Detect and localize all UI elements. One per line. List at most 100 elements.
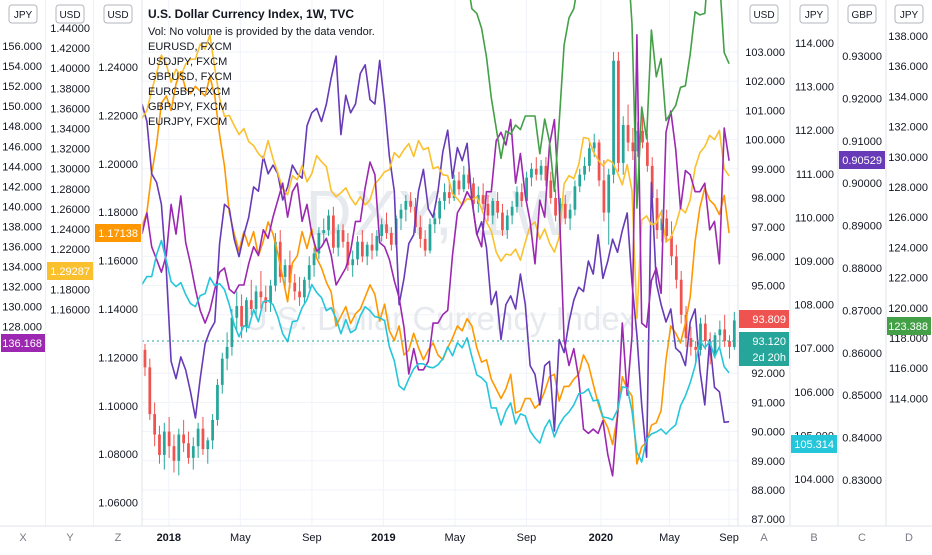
price-tick-label: 91.000 bbox=[751, 397, 785, 409]
candle-body bbox=[380, 224, 384, 236]
candle-body bbox=[723, 329, 727, 342]
price-tick-label: 1.40000 bbox=[50, 63, 90, 75]
price-scale-d[interactable]: JPY 138.000 136.000 134.000 132.000 130.000 12… bbox=[885, 0, 932, 544]
price-tick-label: 150.000 bbox=[2, 101, 42, 113]
candle-body bbox=[534, 168, 538, 175]
candle-body bbox=[728, 341, 731, 347]
candle-body bbox=[235, 306, 239, 318]
candle-body bbox=[443, 192, 446, 201]
candle-body bbox=[592, 142, 596, 149]
price-tick-label: 146.000 bbox=[2, 141, 42, 153]
price-tick-label: 1.22000 bbox=[98, 110, 138, 122]
series-line-gbpjpy bbox=[469, 0, 730, 209]
price-tick-label: 1.30000 bbox=[50, 164, 90, 176]
price-tick-label: 1.18000 bbox=[50, 284, 90, 296]
price-scale-c[interactable]: GBP 0.93000 0.92000 0.91000 0.90000 0.89000 0.… bbox=[837, 0, 886, 544]
candle-body bbox=[515, 192, 519, 207]
time-tick-label: Sep bbox=[302, 532, 322, 544]
candle-body bbox=[201, 428, 205, 450]
scale-letter: A bbox=[760, 532, 768, 544]
price-badge-label: 123.388 bbox=[888, 321, 928, 333]
candle-body bbox=[457, 180, 461, 190]
candle-body bbox=[631, 142, 635, 152]
candle-body bbox=[544, 165, 548, 181]
currency-unit-button[interactable] bbox=[799, 4, 829, 24]
price-tick-label: 132.000 bbox=[888, 122, 928, 134]
price-badge-label: 1.17138 bbox=[98, 228, 138, 240]
price-tick-label: 1.42000 bbox=[50, 43, 90, 55]
price-badge-label: 2d 20h bbox=[752, 352, 786, 364]
series-lines bbox=[141, 0, 730, 477]
candle-body bbox=[660, 218, 664, 231]
price-tick-label: 0.87000 bbox=[842, 305, 882, 317]
price-tick-label: 96.000 bbox=[751, 251, 785, 263]
price-scale-b[interactable]: JPY 114.000 113.000 112.000 111.000 110.000 10… bbox=[789, 0, 838, 544]
candle-body bbox=[501, 212, 504, 231]
currency-unit-label: JPY bbox=[805, 10, 824, 21]
price-tick-label: 114.000 bbox=[889, 393, 928, 405]
price-scale-x[interactable]: JPY 156.000 154.000 152.000 150.000 148.000 14… bbox=[0, 0, 47, 544]
candle-body bbox=[563, 203, 567, 219]
price-tick-label: 1.06000 bbox=[98, 498, 138, 510]
price-tick-label: 1.26000 bbox=[50, 204, 90, 216]
currency-unit-button[interactable] bbox=[847, 4, 877, 24]
price-tick-label: 90.000 bbox=[751, 427, 785, 439]
candle-body bbox=[530, 168, 533, 178]
price-scale-a[interactable]: USD 103.000 102.000 101.000 100.000 99.000 98.… bbox=[737, 0, 790, 544]
price-badge bbox=[839, 151, 885, 169]
time-axis[interactable]: 2018 May Sep 2019 May Sep 2020 May Sep bbox=[0, 525, 932, 544]
price-tick-label: 88.000 bbox=[751, 485, 785, 497]
candle-body bbox=[645, 142, 649, 166]
scale-letter: B bbox=[810, 532, 817, 544]
price-badge bbox=[95, 224, 141, 242]
price-tick-label: 108.000 bbox=[794, 300, 834, 312]
price-tick-label: 87.000 bbox=[751, 514, 785, 526]
price-tick-label: 0.90000 bbox=[842, 178, 882, 190]
candle-body bbox=[418, 227, 422, 239]
currency-unit-label: USD bbox=[59, 10, 80, 21]
series-line-eurjpy bbox=[141, 239, 730, 463]
price-tick-label: 142.000 bbox=[2, 181, 42, 193]
candle-body bbox=[341, 230, 345, 242]
candle-body bbox=[360, 241, 364, 257]
candle-body bbox=[520, 192, 524, 201]
candle-body bbox=[549, 180, 553, 198]
candle-body bbox=[481, 195, 485, 204]
candle-body bbox=[182, 434, 186, 444]
candle-body bbox=[298, 291, 301, 298]
candle-body bbox=[240, 306, 243, 327]
price-tick-label: 152.000 bbox=[2, 81, 42, 93]
currency-unit-button[interactable] bbox=[8, 4, 38, 24]
currency-unit-button[interactable] bbox=[103, 4, 133, 24]
series-line-usdjpy bbox=[141, 55, 730, 459]
candle-body bbox=[573, 186, 577, 210]
candle-body bbox=[655, 198, 659, 231]
candle-body bbox=[216, 384, 219, 420]
price-tick-label: 114.000 bbox=[795, 38, 834, 50]
price-tick-label: 1.44000 bbox=[50, 23, 90, 35]
currency-unit-button[interactable] bbox=[749, 4, 779, 24]
legend: U.S. Dollar Currency Index, 1W, TVC Vol:… bbox=[148, 7, 375, 128]
candle-body bbox=[322, 230, 326, 234]
candle-body bbox=[385, 224, 388, 234]
time-tick-label: 2019 bbox=[371, 532, 395, 544]
price-tick-label: 1.12000 bbox=[98, 352, 138, 364]
price-tick-label: 1.38000 bbox=[50, 83, 90, 95]
currency-unit-button[interactable] bbox=[894, 4, 924, 24]
candle-body bbox=[578, 174, 582, 187]
candle-body bbox=[583, 165, 586, 175]
candle-body bbox=[670, 235, 673, 257]
price-tick-label: 1.24000 bbox=[98, 62, 138, 74]
time-tick-label: May bbox=[659, 532, 680, 544]
price-scale-z[interactable]: USD 1.24000 1.22000 1.20000 1.18000 1.16000 1.… bbox=[94, 0, 143, 544]
price-tick-label: 1.20000 bbox=[98, 159, 138, 171]
price-tick-label: 118.000 bbox=[889, 333, 928, 345]
price-scale-background bbox=[886, 0, 932, 526]
price-tick-label: 95.000 bbox=[751, 281, 785, 293]
series-line-eurusd bbox=[141, 71, 730, 465]
price-scale-y[interactable]: USD 1.44000 1.42000 1.40000 1.38000 1.36000 1.… bbox=[46, 0, 95, 544]
price-tick-label: 111.000 bbox=[796, 169, 834, 181]
currency-unit-button[interactable] bbox=[55, 4, 85, 24]
currency-unit-label: USD bbox=[107, 10, 128, 21]
